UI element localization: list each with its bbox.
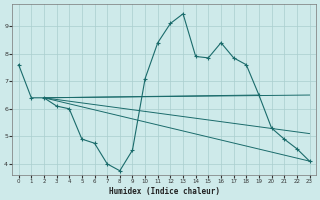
X-axis label: Humidex (Indice chaleur): Humidex (Indice chaleur)	[108, 187, 220, 196]
